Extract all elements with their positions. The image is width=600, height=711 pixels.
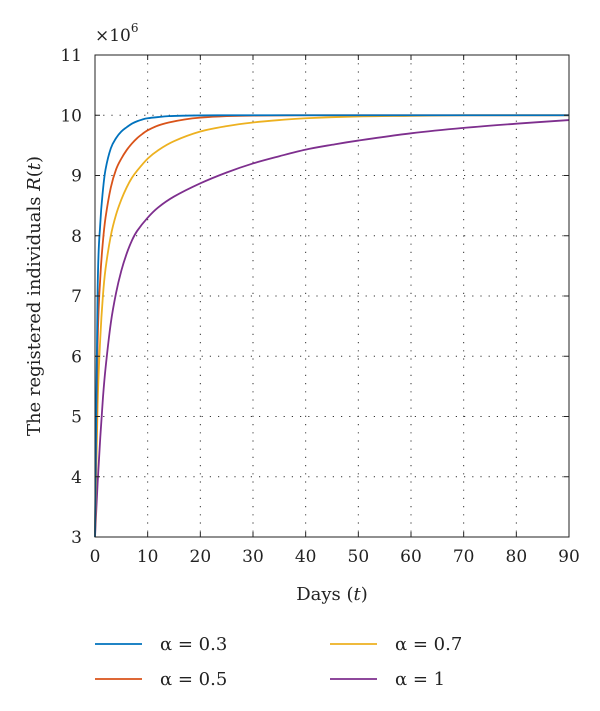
series-line	[94, 114, 569, 538]
x-tick-label: 30	[242, 547, 264, 567]
tick-marks	[94, 54, 570, 538]
legend-label: α = 1	[395, 669, 445, 690]
y-tick-label: 10	[60, 106, 82, 126]
legend: α = 0.3 α = 0.5 α = 0.7 α = 1	[95, 634, 462, 690]
x-tick-label: 80	[506, 547, 528, 567]
y-tick-label: 5	[71, 408, 82, 428]
legend-label: α = 0.5	[160, 669, 227, 690]
x-tick-labels: 0 10 20 30 40 50 60 70 80 90	[90, 547, 580, 567]
y-tick-label: 11	[60, 46, 82, 66]
y-tick-label: 3	[71, 528, 82, 548]
x-tick-label: 0	[90, 547, 101, 567]
y-multiplier: ×106	[95, 21, 139, 46]
x-tick-label: 40	[295, 547, 317, 567]
y-tick-labels: 3 4 5 6 7 8 9 10 11	[60, 46, 82, 548]
y-tick-label: 6	[71, 347, 82, 367]
series-line	[94, 119, 570, 538]
x-tick-label: 10	[137, 547, 159, 567]
y-axis-title: The registered individuals R(t)	[24, 156, 45, 436]
x-tick-label: 90	[558, 547, 580, 567]
y-tick-label: 7	[71, 287, 82, 307]
y-tick-label: 4	[71, 468, 82, 488]
x-axis-title: Days (t)	[296, 584, 368, 605]
legend-label: α = 0.3	[160, 634, 227, 655]
legend-label: α = 0.7	[395, 634, 462, 655]
x-tick-label: 60	[400, 547, 422, 567]
y-tick-label: 8	[71, 227, 82, 247]
x-tick-label: 20	[190, 547, 212, 567]
y-tick-label: 9	[71, 167, 82, 187]
series-lines	[94, 114, 570, 538]
plot-background	[95, 55, 569, 537]
x-tick-label: 70	[453, 547, 475, 567]
series-line	[94, 114, 569, 538]
x-tick-label: 50	[348, 547, 370, 567]
